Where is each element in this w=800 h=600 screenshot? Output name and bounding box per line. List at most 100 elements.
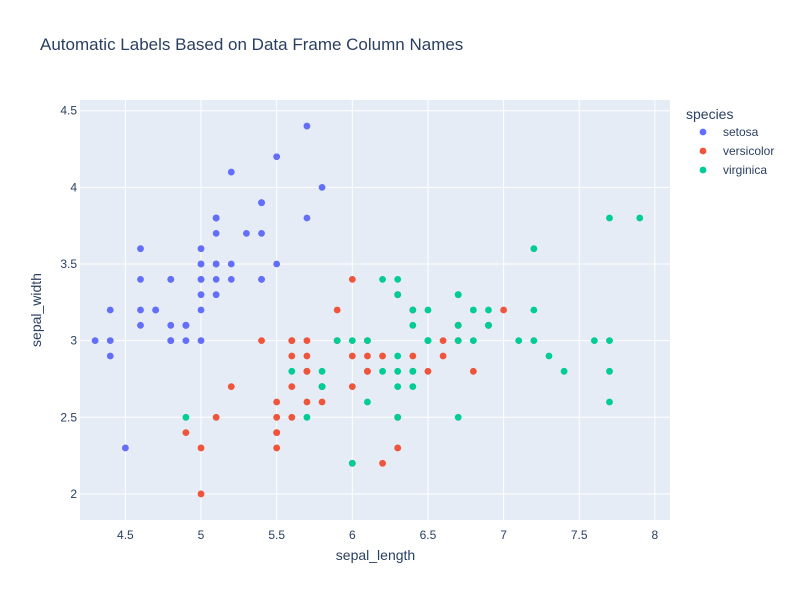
data-point-versicolor[interactable] [182,429,190,437]
data-point-virginica[interactable] [394,367,402,375]
data-point-virginica[interactable] [409,383,417,391]
data-point-setosa[interactable] [137,321,144,329]
data-point-setosa[interactable] [197,306,205,314]
data-point-setosa[interactable] [106,306,114,314]
data-point-virginica[interactable] [394,352,402,360]
data-point-setosa[interactable] [197,260,205,268]
data-point-setosa[interactable] [137,306,144,314]
data-point-versicolor[interactable] [273,413,281,421]
data-point-virginica[interactable] [590,337,598,345]
data-point-versicolor[interactable] [197,444,205,452]
data-point-versicolor[interactable] [439,337,447,345]
data-point-virginica[interactable] [303,413,311,421]
data-point-versicolor[interactable] [288,337,296,345]
data-point-versicolor[interactable] [197,490,205,498]
data-point-virginica[interactable] [394,291,402,299]
data-point-virginica[interactable] [606,398,613,406]
data-point-versicolor[interactable] [364,352,371,360]
data-point-virginica[interactable] [364,337,371,345]
data-point-setosa[interactable] [167,337,175,345]
data-point-virginica[interactable] [485,306,492,314]
data-point-versicolor[interactable] [379,352,386,360]
data-point-virginica[interactable] [394,275,402,283]
data-point-virginica[interactable] [545,352,553,360]
data-point-setosa[interactable] [182,321,190,329]
data-point-setosa[interactable] [106,352,114,360]
data-point-versicolor[interactable] [303,337,311,345]
data-point-setosa[interactable] [137,245,144,253]
data-point-virginica[interactable] [454,321,462,329]
data-point-setosa[interactable] [227,168,235,176]
data-point-setosa[interactable] [212,214,220,222]
data-point-virginica[interactable] [454,337,462,345]
data-point-setosa[interactable] [197,291,205,299]
data-point-virginica[interactable] [424,337,432,345]
data-point-versicolor[interactable] [469,367,477,375]
data-point-setosa[interactable] [303,214,311,222]
data-point-virginica[interactable] [409,367,417,375]
data-point-setosa[interactable] [167,275,175,283]
data-point-virginica[interactable] [469,306,477,314]
data-point-virginica[interactable] [348,337,356,345]
data-point-versicolor[interactable] [273,398,281,406]
data-point-versicolor[interactable] [424,367,432,375]
data-point-virginica[interactable] [394,413,402,421]
legend-items[interactable]: setosa versicolor virginica [699,125,775,177]
data-point-versicolor[interactable] [348,383,356,391]
data-point-versicolor[interactable] [303,352,311,360]
data-point-versicolor[interactable] [409,352,417,360]
data-point-setosa[interactable] [91,337,99,345]
data-point-setosa[interactable] [197,275,205,283]
data-point-versicolor[interactable] [273,444,281,452]
data-point-virginica[interactable] [560,367,568,375]
data-point-virginica[interactable] [606,214,613,222]
data-point-setosa[interactable] [258,275,265,283]
data-point-setosa[interactable] [212,260,220,268]
data-point-setosa[interactable] [137,275,144,283]
data-point-virginica[interactable] [454,413,462,421]
data-point-virginica[interactable] [394,383,402,391]
data-point-versicolor[interactable] [333,306,341,314]
data-point-virginica[interactable] [530,245,538,253]
data-point-virginica[interactable] [364,398,371,406]
data-point-versicolor[interactable] [288,383,296,391]
data-point-virginica[interactable] [606,367,613,375]
data-point-virginica[interactable] [409,306,417,314]
data-point-versicolor[interactable] [364,367,371,375]
data-point-virginica[interactable] [515,337,523,345]
data-point-versicolor[interactable] [273,429,281,437]
data-point-virginica[interactable] [636,214,644,222]
data-point-virginica[interactable] [409,321,417,329]
data-point-setosa[interactable] [121,444,129,452]
data-point-virginica[interactable] [348,459,356,467]
data-point-virginica[interactable] [288,367,296,375]
legend-item-setosa[interactable]: setosa [699,125,759,139]
data-point-virginica[interactable] [318,367,326,375]
data-point-setosa[interactable] [258,229,265,237]
data-point-versicolor[interactable] [348,275,356,283]
legend-item-versicolor[interactable]: versicolor [699,144,775,158]
data-point-setosa[interactable] [303,122,311,130]
data-point-setosa[interactable] [273,153,281,161]
series-virginica[interactable] [182,214,644,467]
data-point-versicolor[interactable] [212,413,220,421]
data-point-setosa[interactable] [212,291,220,299]
data-point-setosa[interactable] [227,275,235,283]
legend[interactable]: species setosa versicolor virginica [686,106,774,177]
data-point-versicolor[interactable] [348,352,356,360]
data-point-virginica[interactable] [530,306,538,314]
data-point-setosa[interactable] [243,229,250,237]
data-point-virginica[interactable] [454,291,462,299]
data-point-setosa[interactable] [227,260,235,268]
legend-item-virginica[interactable]: virginica [699,163,768,177]
data-point-setosa[interactable] [106,337,114,345]
data-point-versicolor[interactable] [303,367,311,375]
data-point-versicolor[interactable] [394,444,402,452]
data-point-setosa[interactable] [212,229,220,237]
data-point-virginica[interactable] [318,383,326,391]
data-point-setosa[interactable] [182,337,190,345]
data-point-virginica[interactable] [485,321,492,329]
data-point-setosa[interactable] [197,245,205,253]
data-point-virginica[interactable] [182,413,190,421]
data-point-versicolor[interactable] [227,383,235,391]
